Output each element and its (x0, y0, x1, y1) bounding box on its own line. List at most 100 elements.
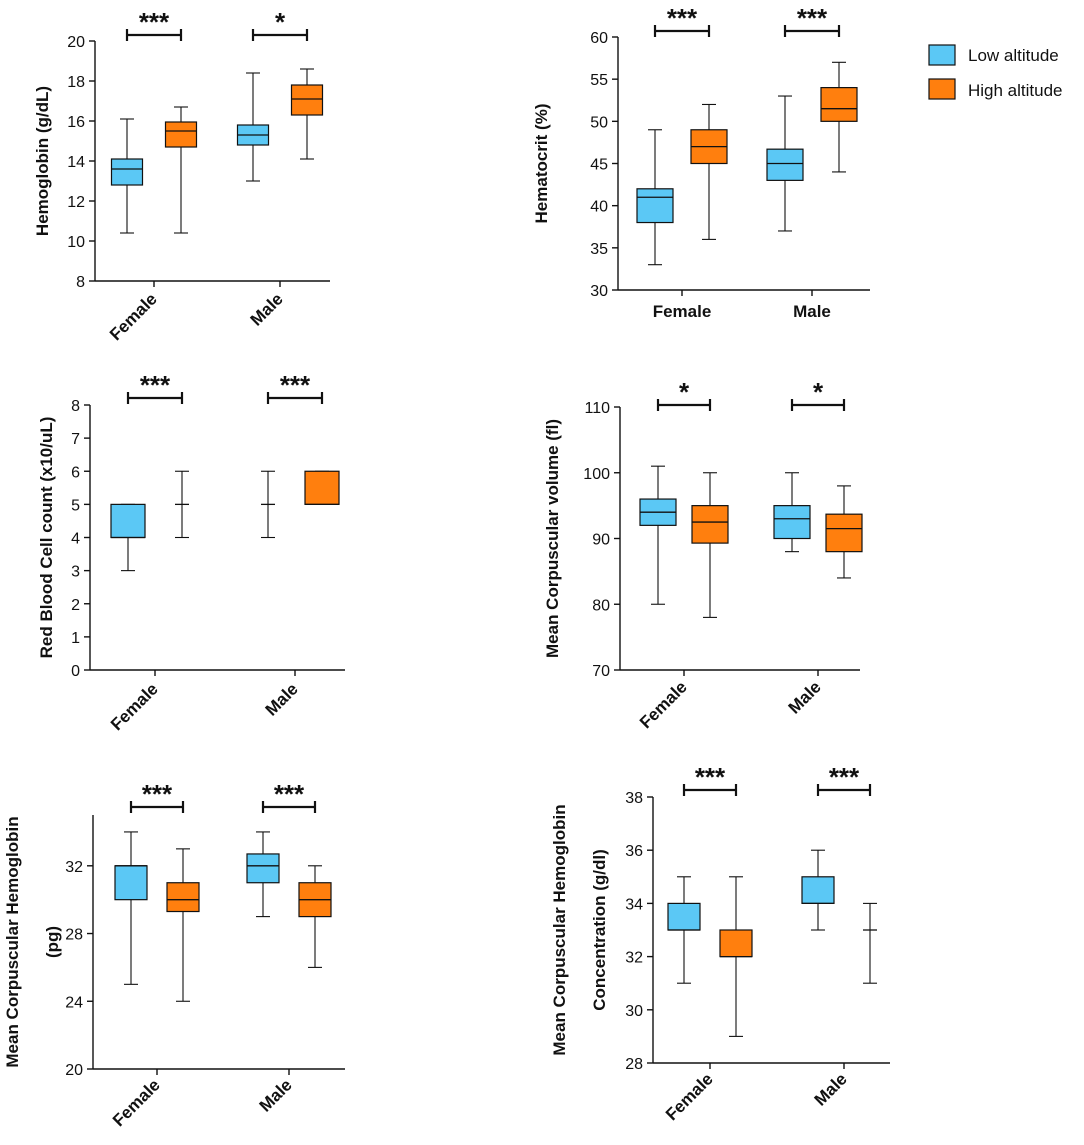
box-low-male (236, 72, 270, 182)
y-tick-label: 60 (590, 30, 608, 47)
significance-bracket: *** (261, 779, 317, 813)
legend-swatch-high (928, 78, 956, 100)
significance-bracket: *** (125, 7, 183, 41)
chart-hemoglobin: 8 10 12 14 16 18 20 Female Male Hemoglobin (g/dL)… (33, 7, 330, 344)
y-axis-label: Red Blood Cell count (x10/uL) (37, 417, 56, 659)
y-tick-label: 6 (71, 464, 80, 481)
significance-bracket: * (251, 7, 309, 41)
box-high-female (166, 848, 200, 1002)
significance-label: *** (140, 370, 171, 400)
box-high-female (719, 876, 753, 1037)
y-tick-label: 50 (590, 114, 608, 131)
y-tick-label: 30 (625, 1003, 643, 1020)
box-high-male (298, 865, 332, 968)
y-tick-label: 4 (71, 531, 80, 548)
x-category-label: Female (107, 679, 162, 734)
y-tick-label: 32 (65, 859, 83, 876)
box-low-female (114, 831, 148, 985)
y-tick-label: 16 (67, 114, 85, 131)
chart-hematocrit: 30 35 40 45 50 55 60 Female Male Hematocrit (%) **… (532, 3, 870, 321)
y-tick-label: 30 (590, 283, 608, 300)
y-tick-label: 5 (71, 497, 80, 514)
chart-mcv: 70 80 90 100 110 Female Male Mean Corpuscular v… (543, 377, 863, 732)
chart-mch: 20 24 28 32 Female Male Mean Corpuscular Hemog… (3, 779, 345, 1130)
box-body (691, 505, 729, 544)
y-tick-label: 28 (65, 927, 83, 944)
box-low-female (110, 503, 146, 572)
box-body (820, 86, 858, 122)
box-body (110, 503, 146, 539)
y-tick-label: 90 (592, 532, 610, 549)
significance-bracket: *** (129, 779, 185, 813)
y-tick-label: 32 (625, 950, 643, 967)
box-body (719, 929, 753, 958)
significance-label: * (679, 377, 690, 407)
box-low-female (639, 465, 677, 605)
box-high-male (290, 68, 324, 160)
box-low-male (261, 470, 275, 539)
significance-bracket: * (790, 377, 846, 411)
significance-label: *** (829, 762, 860, 792)
significance-label: *** (695, 762, 726, 792)
box-body (766, 148, 804, 181)
x-category-label: Female (662, 1069, 717, 1124)
legend-swatch-low (928, 44, 956, 66)
y-tick-label: 80 (592, 597, 610, 614)
box-low-male (773, 472, 811, 553)
y-tick-label: 8 (71, 398, 80, 415)
box-high-male (820, 61, 858, 173)
significance-label: *** (797, 3, 828, 33)
significance-label: * (275, 7, 286, 37)
box-body (114, 865, 148, 901)
box-body (801, 876, 835, 904)
y-axis-label: Hematocrit (%) (532, 104, 551, 224)
x-category-label: Female (636, 677, 691, 732)
y-tick-label: 70 (592, 663, 610, 680)
box-body (166, 882, 200, 913)
y-tick-label: 10 (67, 234, 85, 251)
y-tick-label: 0 (71, 663, 80, 680)
y-axis-label: Concentration (g/dl) (590, 849, 609, 1010)
box-body (110, 158, 144, 186)
box-body (164, 121, 198, 148)
legend-label-high: High altitude (968, 81, 1063, 100)
x-category-label: Female (109, 1075, 164, 1130)
box-high-male (863, 902, 877, 984)
box-high-female (164, 106, 198, 234)
x-category-label: Male (785, 677, 825, 717)
y-tick-label: 34 (625, 896, 643, 913)
legend-label-low: Low altitude (968, 46, 1059, 65)
y-tick-label: 110 (584, 400, 610, 417)
x-category-label: Female (653, 302, 712, 321)
box-body (304, 470, 340, 505)
chart-rbc: 0 1 2 3 4 5 6 7 8 Female Male Red Blood Cell count … (37, 370, 345, 734)
y-tick-label: 14 (67, 154, 85, 171)
box-body (667, 902, 701, 931)
significance-bracket: *** (816, 762, 872, 796)
y-axis-label: (pg) (43, 926, 62, 958)
y-tick-label: 7 (71, 431, 80, 448)
y-tick-label: 1 (71, 630, 80, 647)
y-axis-label: Mean Corpuscular Hemoglobin (3, 816, 22, 1067)
significance-bracket: * (656, 377, 712, 411)
significance-label: *** (274, 779, 305, 809)
y-axis-label: Mean Corpuscular Hemoglobin (550, 804, 569, 1055)
box-body (636, 188, 674, 224)
box-low-female (636, 129, 674, 266)
significance-bracket: *** (126, 370, 184, 404)
significance-label: *** (280, 370, 311, 400)
box-high-female (175, 470, 189, 539)
y-tick-label: 20 (65, 1062, 83, 1079)
significance-bracket: *** (783, 3, 841, 37)
x-category-label: Male (247, 289, 287, 329)
box-body (773, 505, 811, 540)
y-tick-label: 28 (625, 1056, 643, 1073)
chart-mchc: 28 30 32 34 36 38 Female Male Mean Corpuscular H… (550, 762, 890, 1124)
box-low-female (110, 118, 144, 234)
legend: Low altitude High altitude (928, 44, 1063, 100)
y-tick-label: 40 (590, 199, 608, 216)
y-axis-label: Mean Corpuscular volume (fl) (543, 419, 562, 658)
box-body (246, 853, 280, 884)
y-tick-label: 12 (67, 194, 85, 211)
